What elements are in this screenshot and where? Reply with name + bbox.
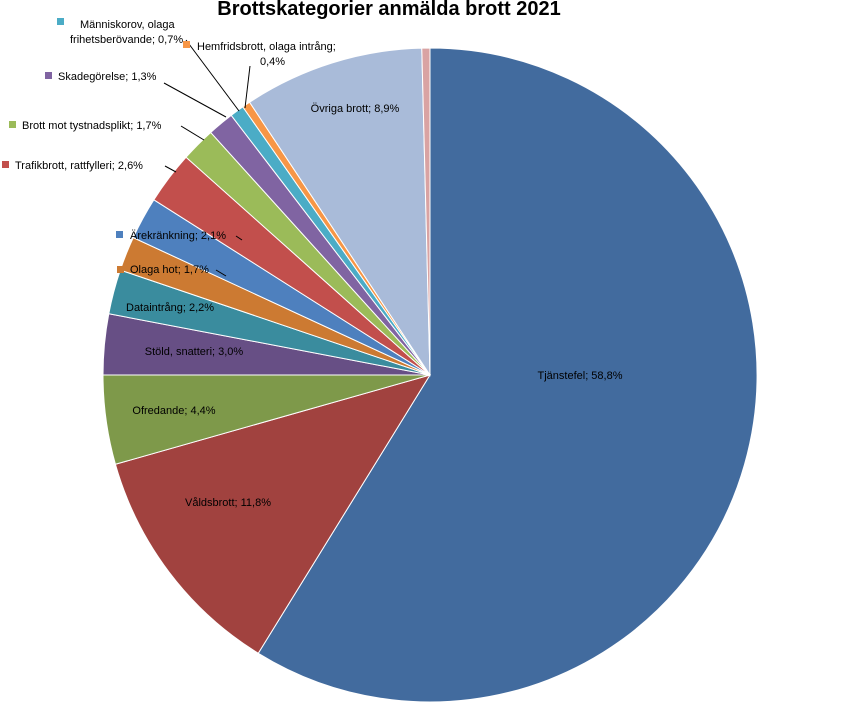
slice-label: Trafikbrott, rattfylleri; 2,6% bbox=[15, 160, 143, 172]
legend-key bbox=[116, 231, 123, 238]
pie-slices bbox=[102, 47, 758, 703]
slice-label: Våldsbrott; 11,8% bbox=[185, 497, 271, 509]
slice-label: Hemfridsbrott, olaga intrång; 0,4% bbox=[197, 41, 336, 68]
slice-labels: Tjänstefel; 58,8% Våldsbrott; 11,8% Ofreda… bbox=[2, 18, 623, 509]
slice-label: Dataintrång; 2,2% bbox=[126, 302, 214, 314]
leader-line bbox=[185, 39, 240, 112]
slice-label: Tjänstefel; 58,8% bbox=[538, 370, 623, 382]
legend-key bbox=[45, 72, 52, 79]
slice-label: Människorov, olaga frihetsberövande; 0,7% bbox=[70, 19, 183, 46]
leader-line bbox=[215, 269, 227, 277]
leader-lines bbox=[163, 39, 251, 277]
slice-label: Ärekränkning; 2,1% bbox=[130, 230, 226, 242]
slice-label: Skadegörelse; 1,3% bbox=[58, 71, 157, 83]
pie-slice bbox=[114, 374, 432, 654]
chart-title: Brottskategorier anmälda brott 2021 bbox=[217, 0, 561, 20]
slice-label: Övriga brott; 8,9% bbox=[311, 103, 400, 115]
leader-line bbox=[164, 165, 177, 173]
leader-line bbox=[235, 235, 243, 241]
leader-line bbox=[180, 125, 205, 141]
legend-key bbox=[183, 41, 190, 48]
slice-label: Ofredande; 4,4% bbox=[132, 405, 215, 417]
leader-line bbox=[163, 82, 227, 118]
leader-line bbox=[244, 65, 251, 109]
legend-key bbox=[57, 18, 64, 25]
slice-label: Brott mot tystnadsplikt; 1,7% bbox=[22, 120, 162, 132]
legend-key bbox=[9, 121, 16, 128]
legend-key bbox=[117, 266, 124, 273]
pie-slice bbox=[257, 47, 758, 703]
slice-label: Stöld, snatteri; 3,0% bbox=[145, 346, 244, 358]
pie-slice bbox=[421, 47, 431, 376]
legend-key bbox=[2, 161, 9, 168]
slice-label: Olaga hot; 1,7% bbox=[130, 264, 209, 276]
pie-slice bbox=[248, 47, 431, 377]
